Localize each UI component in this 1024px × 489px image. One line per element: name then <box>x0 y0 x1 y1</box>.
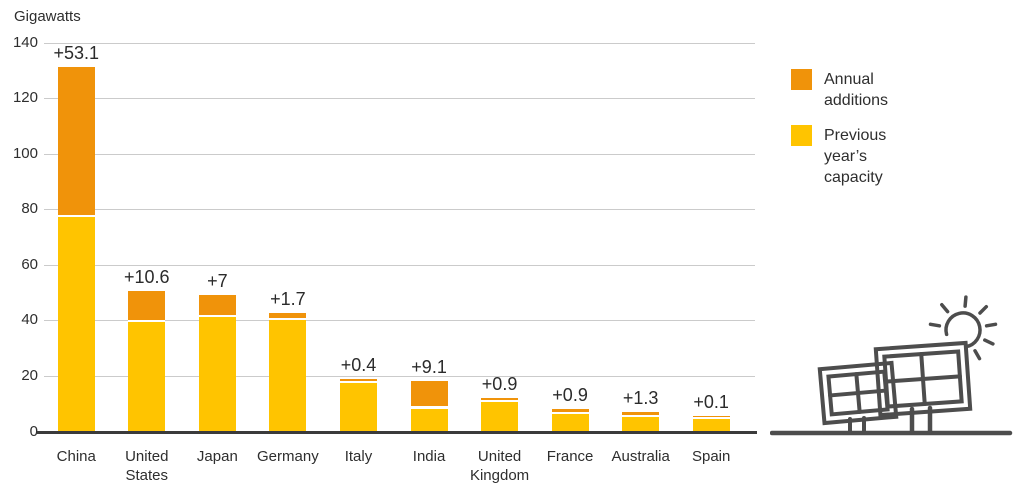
y-tick-40: 40 <box>21 311 38 329</box>
solar-panel-illustration <box>770 295 1013 436</box>
sun-icon <box>928 295 998 361</box>
bar-previous-capacity-9 <box>692 417 730 432</box>
x-category-label-5: India <box>412 448 446 465</box>
x-category-label-4: Italy <box>344 448 373 465</box>
y-tick-140: 140 <box>12 33 38 51</box>
y-tick-120: 120 <box>12 89 38 107</box>
bar-previous-capacity-1 <box>128 320 166 432</box>
bar-value-label-6: +0.9 <box>481 373 518 394</box>
y-axis-unit-label: Gigawatts <box>14 8 81 25</box>
x-axis-line <box>37 431 757 434</box>
y-tick-20: 20 <box>21 366 38 384</box>
x-category-label-3: Germany <box>257 448 319 465</box>
bar-annual-additions-9 <box>692 415 730 418</box>
bar-previous-capacity-8 <box>622 415 660 432</box>
x-category-label-8: Australia <box>611 448 670 465</box>
bar-previous-capacity-3 <box>269 317 307 432</box>
bar-annual-additions-2 <box>198 295 236 315</box>
bar-previous-capacity-2 <box>198 314 236 432</box>
bar-annual-additions-1 <box>128 290 166 321</box>
gridline-40 <box>44 320 755 322</box>
bar-value-label-5: +9.1 <box>411 357 447 378</box>
y-tick-100: 100 <box>12 144 38 162</box>
bar-value-label-1: +10.6 <box>124 266 170 287</box>
bar-value-label-9: +0.1 <box>693 391 729 412</box>
large-solar-panel <box>873 340 973 418</box>
chart-legend: Annual additions Previous year’s capacit… <box>791 69 912 188</box>
annual-additions-label: Annual additions <box>824 71 889 109</box>
bar-annual-additions-3 <box>269 312 307 318</box>
x-category-label-2: Japan <box>196 448 238 465</box>
bar-annual-additions-6 <box>481 397 519 401</box>
x-category-label-1: United States <box>125 448 169 484</box>
x-category-label-0: China <box>56 448 96 465</box>
bar-value-label-4: +0.4 <box>340 355 377 375</box>
gridline-100 <box>44 153 755 155</box>
bar-previous-capacity-6 <box>481 400 519 432</box>
bar-previous-capacity-5 <box>410 406 448 432</box>
bar-value-label-2: +7 <box>207 271 228 292</box>
annual-additions-swatch <box>791 69 812 90</box>
x-category-label-6: United Kingdom <box>469 448 530 484</box>
bar-annual-additions-4 <box>340 379 377 381</box>
bar-value-label-3: +1.7 <box>270 288 306 309</box>
bar-value-label-8: +1.3 <box>622 387 659 408</box>
previous-capacity-label: Previous year’s capacity <box>824 127 887 186</box>
bar-previous-capacity-4 <box>340 380 377 432</box>
bar-annual-additions-7 <box>551 409 589 412</box>
gridline-60 <box>44 264 755 266</box>
y-tick-80: 80 <box>21 200 38 218</box>
y-tick-0: 0 <box>29 422 38 440</box>
legend-item-annual-additions: Annual additions <box>791 69 912 111</box>
gridline-120 <box>44 98 755 100</box>
bar-annual-additions-0 <box>57 67 95 215</box>
gridline-80 <box>44 209 755 211</box>
x-category-label-9: Spain <box>691 448 731 465</box>
bar-previous-capacity-0 <box>57 214 95 432</box>
bar-previous-capacity-7 <box>551 411 589 432</box>
x-category-label-7: France <box>546 448 594 465</box>
legend-item-previous-capacity: Previous year’s capacity <box>791 125 912 188</box>
gridline-140 <box>44 42 755 44</box>
gridline-20 <box>44 375 755 377</box>
previous-capacity-swatch <box>791 125 812 146</box>
bar-value-label-7: +0.9 <box>552 385 588 406</box>
bar-value-label-0: +53.1 <box>53 43 100 64</box>
bar-annual-additions-5 <box>410 381 448 407</box>
y-tick-60: 60 <box>21 255 38 273</box>
bar-annual-additions-8 <box>622 411 660 416</box>
